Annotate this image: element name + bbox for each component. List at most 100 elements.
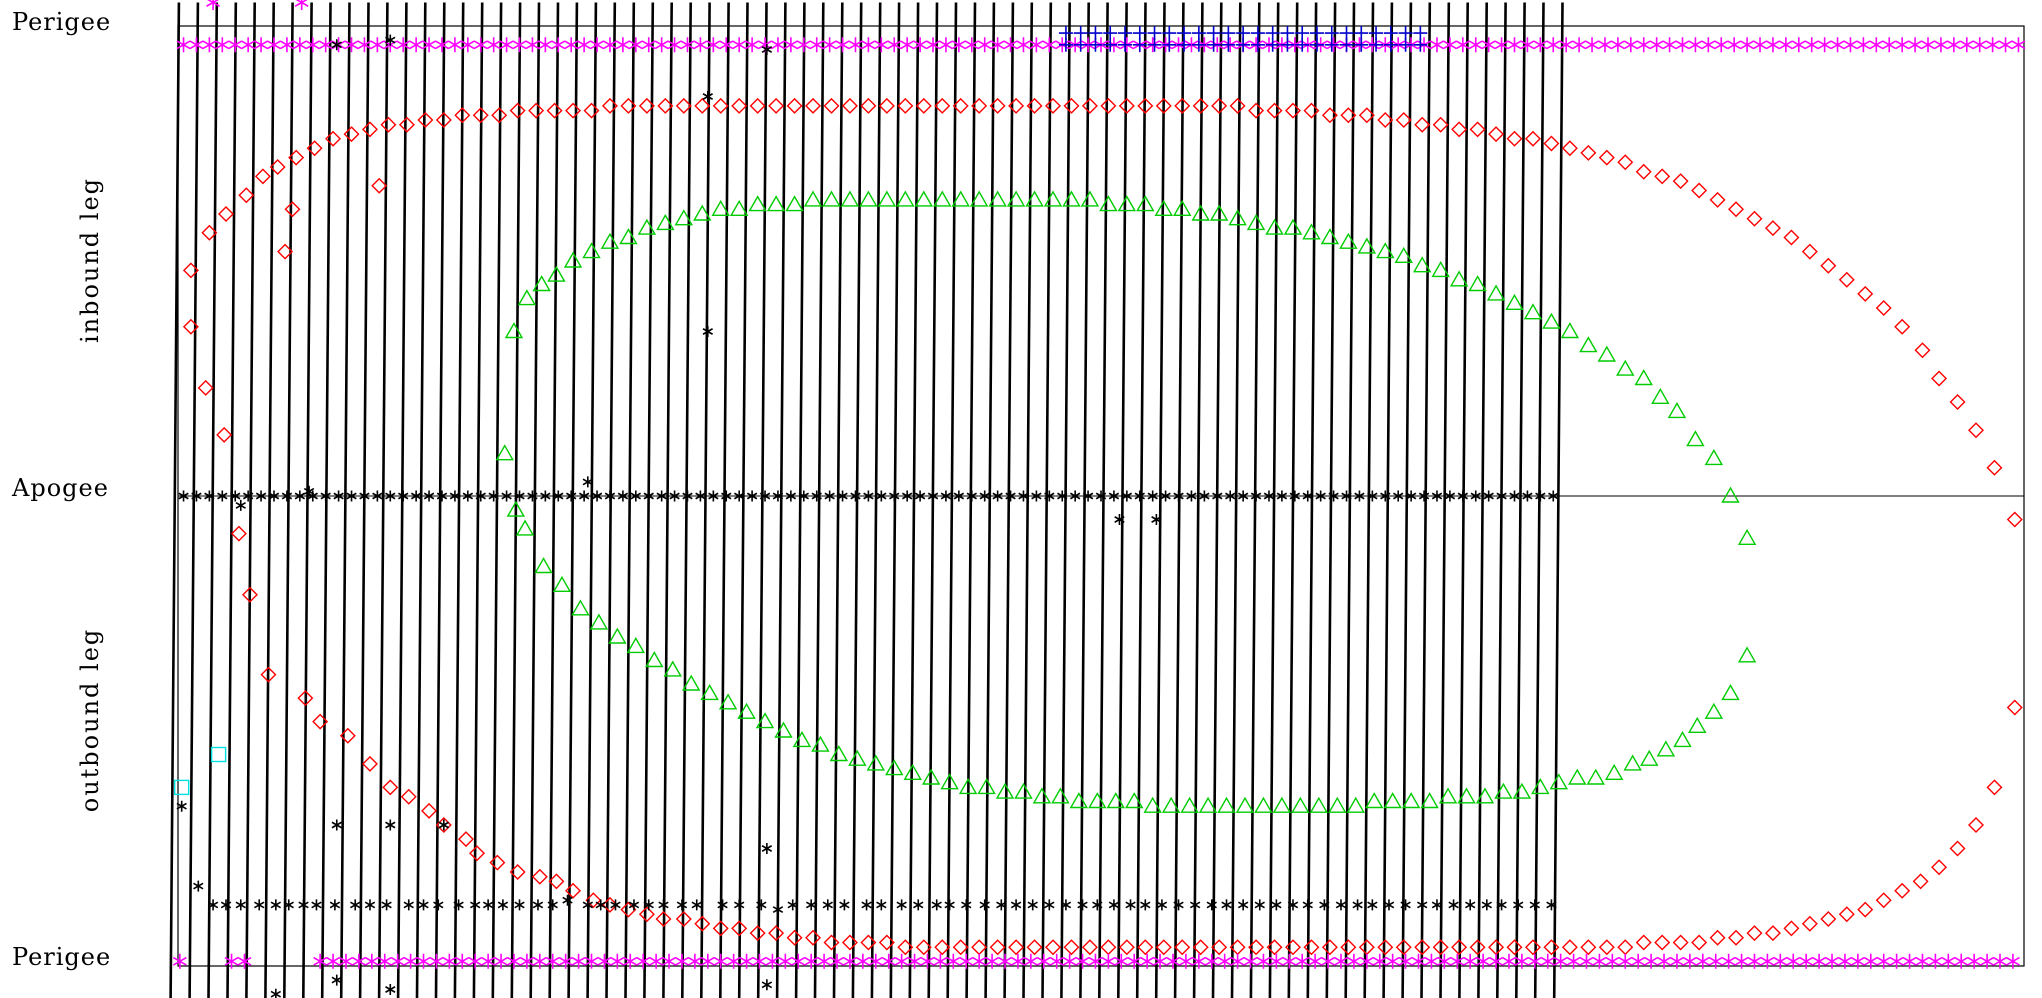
asterisk-point xyxy=(734,490,745,502)
asterisk-point xyxy=(1825,953,1839,969)
diamond-point xyxy=(1248,102,1265,119)
diamond-point xyxy=(841,97,858,114)
diamond-point xyxy=(1764,925,1781,942)
asterisk-point xyxy=(617,490,629,502)
diamond-point xyxy=(1524,130,1541,147)
diamond-point xyxy=(638,906,655,923)
asterisk-point xyxy=(1799,953,1814,969)
triangle-point xyxy=(656,213,675,231)
asterisk-point xyxy=(643,490,654,502)
pass-line xyxy=(832,2,844,998)
asterisk-point xyxy=(433,899,444,911)
asterisk-point xyxy=(822,37,837,53)
asterisk-point xyxy=(1507,37,1522,53)
asterisk-point xyxy=(1941,953,1956,969)
plus-point xyxy=(1398,37,1413,52)
triangle-point xyxy=(1383,792,1402,809)
asterisk-point xyxy=(1003,37,1018,53)
asterisk-point xyxy=(1457,490,1468,502)
diamond-point xyxy=(1691,934,1708,951)
asterisk-point xyxy=(189,37,204,53)
asterisk-point xyxy=(207,899,219,911)
triangle-point xyxy=(681,674,701,691)
asterisk-point xyxy=(658,899,669,911)
asterisk-point xyxy=(1529,899,1540,911)
asterisk-point xyxy=(1753,37,1767,53)
triangle-point xyxy=(1579,336,1598,353)
triangle-point xyxy=(729,199,749,217)
asterisk-point xyxy=(1088,953,1103,969)
plus-point xyxy=(1103,37,1118,52)
plus-point xyxy=(1206,37,1221,52)
asterisk-point xyxy=(1391,37,1406,53)
asterisk-point xyxy=(933,953,948,969)
asterisk-point xyxy=(564,37,579,53)
triangle-point xyxy=(1025,190,1044,207)
diamond-point xyxy=(1672,934,1689,951)
asterisk-point xyxy=(669,490,680,502)
asterisk-point xyxy=(1173,899,1184,911)
asterisk-point xyxy=(370,37,385,53)
asterisk-point xyxy=(538,37,553,53)
asterisk-point xyxy=(577,37,592,53)
asterisk-point xyxy=(901,490,913,502)
triangle-point xyxy=(811,735,830,752)
asterisk-point xyxy=(759,490,771,502)
asterisk-point xyxy=(1411,953,1426,969)
triangle-point xyxy=(626,636,646,654)
triangle-point xyxy=(829,745,849,762)
asterisk-point xyxy=(1417,899,1428,911)
asterisk-point xyxy=(1450,953,1465,969)
pass-line xyxy=(472,2,484,998)
asterisk-point xyxy=(1010,899,1022,911)
diamond-point xyxy=(1303,939,1320,956)
asterisk-point xyxy=(591,490,603,502)
diamond-point xyxy=(1081,97,1098,114)
asterisk-point xyxy=(603,37,617,53)
pass-line xyxy=(719,2,730,998)
asterisk-point xyxy=(1592,953,1607,969)
diamond-point xyxy=(1469,939,1486,956)
diamond-point xyxy=(655,911,672,927)
asterisk-point xyxy=(488,490,499,502)
triangle-point xyxy=(571,599,590,616)
diamond-point xyxy=(528,102,545,119)
asterisk-point xyxy=(1060,899,1072,911)
triangle-point xyxy=(822,190,841,207)
diamond-point xyxy=(1451,939,1468,956)
diamond-point xyxy=(1081,939,1098,956)
asterisk-point xyxy=(953,490,965,502)
diamond-point xyxy=(1949,840,1966,857)
triangle-point xyxy=(1106,792,1125,809)
triangle-point xyxy=(969,190,989,207)
pass-line xyxy=(1325,2,1337,998)
asterisk-point xyxy=(676,899,688,911)
diamond-point xyxy=(1211,97,1228,114)
diamond-point xyxy=(1137,939,1154,956)
asterisk-point xyxy=(283,899,294,911)
asterisk-point xyxy=(876,490,887,502)
asterisk-point xyxy=(700,953,715,969)
diamond-point xyxy=(1543,135,1560,152)
asterisk-point xyxy=(752,953,767,969)
diamond-point xyxy=(284,201,301,218)
diamond-point xyxy=(749,925,766,942)
plus-point xyxy=(1191,37,1206,52)
asterisk-point xyxy=(798,490,809,502)
pass-line xyxy=(339,2,351,998)
triangle-point xyxy=(534,557,553,574)
diamond-point xyxy=(860,97,877,114)
triangle-point xyxy=(1217,796,1236,813)
diamond-point xyxy=(565,102,582,119)
triangle-point xyxy=(1339,232,1358,249)
asterisk-point xyxy=(1081,37,1095,53)
asterisk-point xyxy=(1496,490,1507,502)
triangle-point xyxy=(582,242,601,259)
asterisk-point xyxy=(176,800,187,812)
asterisk-point xyxy=(303,485,315,497)
diamond-point xyxy=(1709,191,1726,208)
asterisk-point xyxy=(1287,37,1302,53)
triangle-point xyxy=(896,190,915,207)
asterisk-point xyxy=(1125,899,1136,911)
